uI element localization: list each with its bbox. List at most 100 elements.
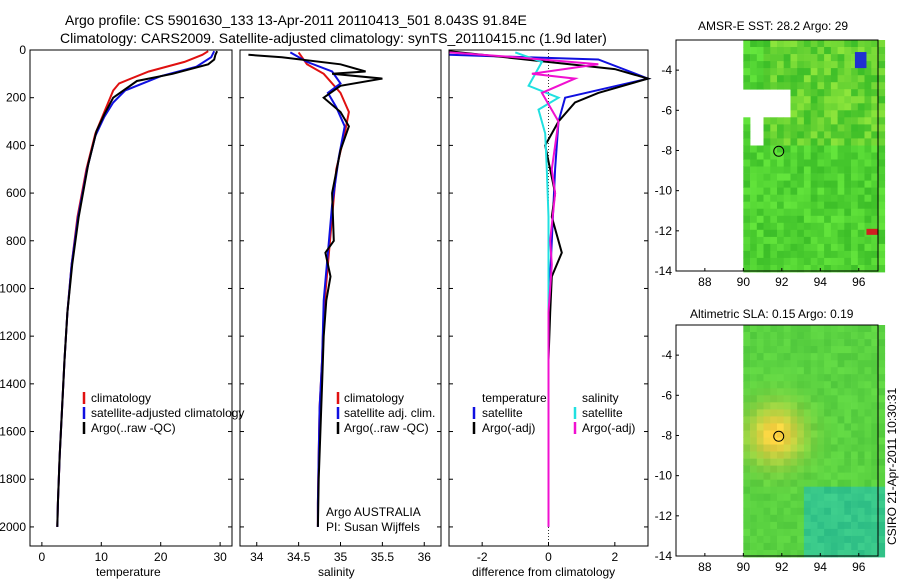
- map-cell: [817, 493, 825, 502]
- map-cell: [756, 367, 764, 375]
- map-cell: [857, 40, 865, 48]
- map-cell: [817, 222, 825, 231]
- map-cell: [770, 388, 778, 396]
- map-cell: [750, 514, 758, 523]
- map-x-tick-label: 96: [852, 275, 866, 289]
- map-cell: [851, 68, 859, 76]
- map-cell: [871, 159, 879, 167]
- map-cell: [790, 89, 798, 97]
- map-y-tick-label: -6: [661, 103, 672, 117]
- map-cell: [797, 61, 805, 69]
- map-cell: [878, 89, 886, 97]
- map-cell: [864, 110, 872, 118]
- map-x-tick-label: 94: [814, 275, 828, 289]
- map-cell: [743, 201, 751, 210]
- map-cell: [851, 535, 859, 544]
- map-cell: [844, 40, 852, 48]
- map-cell: [878, 257, 886, 266]
- map-cell: [824, 528, 832, 537]
- map-cell: [810, 145, 818, 153]
- map-cell: [878, 201, 886, 210]
- map-cell: [790, 265, 798, 273]
- map-cell: [851, 339, 859, 347]
- map-cell: [830, 486, 838, 495]
- map-cell: [763, 243, 771, 252]
- sst-map-title: AMSR-E SST: 28.2 Argo: 29: [698, 19, 848, 33]
- map-cell: [878, 222, 886, 231]
- map-cell: [810, 54, 818, 62]
- map-cell: [810, 124, 818, 132]
- map-cell: [871, 222, 879, 231]
- map-cell: [803, 187, 811, 195]
- map-cell: [878, 208, 886, 217]
- map-cell: [824, 96, 832, 104]
- map-cell: [851, 521, 859, 530]
- map-cell: [851, 493, 859, 502]
- map-cell: [803, 131, 811, 139]
- map-feature-cold-spot: [854, 52, 867, 69]
- map-cell: [857, 458, 865, 466]
- map-cell: [777, 236, 785, 245]
- map-cell: [824, 381, 832, 389]
- map-cell: [790, 201, 798, 210]
- map-cell: [824, 353, 832, 361]
- map-cell: [783, 458, 791, 466]
- map-cell: [797, 117, 805, 125]
- map-cell: [837, 521, 845, 530]
- map-cell: [830, 208, 838, 217]
- map-cell: [864, 339, 872, 347]
- map-cell: [878, 180, 886, 188]
- map-cell: [750, 374, 758, 382]
- map-cell: [810, 61, 818, 69]
- map-cell: [851, 145, 859, 153]
- map-cell: [763, 353, 771, 361]
- map-cell: [844, 388, 852, 396]
- map-cell: [864, 472, 872, 480]
- map-cell: [817, 507, 825, 516]
- map-cell: [830, 360, 838, 368]
- map-cell: [824, 117, 832, 125]
- map-cell: [770, 54, 778, 62]
- map-cell: [770, 409, 778, 417]
- map-cell: [817, 166, 825, 174]
- map-cell: [824, 68, 832, 76]
- map-cell: [817, 500, 825, 509]
- map-cell: [770, 243, 778, 252]
- map-cell: [783, 215, 791, 224]
- map-cell: [817, 173, 825, 181]
- map-cell: [763, 430, 771, 438]
- map-cell: [871, 180, 879, 188]
- map-cell: [817, 528, 825, 537]
- map-cell: [878, 430, 886, 438]
- map-cell: [817, 430, 825, 438]
- map-cell: [810, 201, 818, 210]
- map-cell: [763, 402, 771, 410]
- map-cell: [743, 68, 751, 76]
- map-cell: [824, 514, 832, 523]
- map-cell: [844, 332, 852, 340]
- map-cell: [878, 82, 886, 90]
- map-cell: [810, 68, 818, 76]
- map-cell: [750, 550, 758, 558]
- map-cell: [830, 451, 838, 459]
- map-cell: [817, 550, 825, 558]
- map-cell: [797, 542, 805, 551]
- map-cell: [817, 229, 825, 238]
- map-cell: [824, 430, 832, 438]
- y-tick-label: 1400: [0, 377, 26, 391]
- map-cell: [783, 166, 791, 174]
- map-cell: [797, 528, 805, 537]
- map-cell: [763, 458, 771, 466]
- map-cell: [830, 103, 838, 111]
- map-cell: [790, 75, 798, 83]
- map-cell: [750, 68, 758, 76]
- map-cell: [790, 381, 798, 389]
- map-cell: [878, 124, 886, 132]
- map-cell: [878, 110, 886, 118]
- map-cell: [857, 367, 865, 375]
- y-tick-label: 1800: [0, 472, 26, 486]
- map-cell: [790, 402, 798, 410]
- map-cell: [770, 535, 778, 544]
- map-cell: [770, 152, 778, 160]
- map-cell: [851, 243, 859, 252]
